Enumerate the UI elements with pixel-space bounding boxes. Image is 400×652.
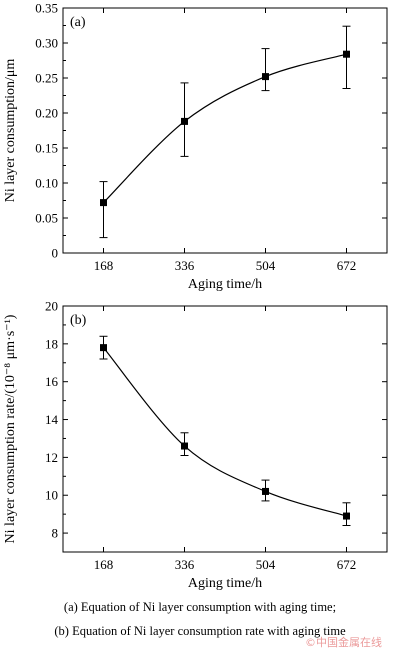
chart-a-xtick-label: 672 <box>337 258 357 273</box>
chart-a-ytick-label: 0.25 <box>35 71 58 86</box>
chart-b-xtick-label: 168 <box>94 557 114 572</box>
chart-a-data-point <box>262 73 269 81</box>
chart-b-xlabel: Aging time/h <box>188 576 262 591</box>
chart-b-fit-line <box>103 347 347 517</box>
chart-a-fit-line <box>103 53 347 204</box>
chart-b-xtick-label: 504 <box>256 557 276 572</box>
chart-b-plot-frame <box>62 305 388 553</box>
chart-a-data-point <box>343 50 350 58</box>
chart-a: 0 0.05 0.10 0.15 0.20 0.25 0.30 0.35 168 336 504 67… <box>3 1 388 292</box>
chart-b-xtick-label: 336 <box>175 557 195 572</box>
chart-b-data-point <box>100 344 107 352</box>
chart-a-plot-frame <box>62 7 388 254</box>
chart-b-panel-label: (b) <box>70 313 87 328</box>
chart-b-data-point <box>343 512 350 520</box>
chart-b-ytick-label: 12 <box>45 450 58 465</box>
chart-b: 8 10 12 14 16 18 20 168 336 504 672 (b) Aging time/h… <box>3 299 388 591</box>
chart-a-xtick-label: 168 <box>94 258 114 273</box>
chart-a-ytick-label: 0.20 <box>35 106 58 121</box>
caption-a: (a) Equation of Ni layer consumption wit… <box>63 600 337 614</box>
chart-a-panel-label: (a) <box>70 15 86 30</box>
chart-b-ylabel: Ni layer consumption rate/(10⁻⁸ μm·s⁻¹) <box>3 314 18 543</box>
chart-a-ytick-label: 0.10 <box>35 176 58 191</box>
chart-b-xtick-label: 672 <box>337 557 357 572</box>
chart-a-ytick-label: 0.35 <box>35 1 58 16</box>
chart-b-data-point <box>262 487 269 495</box>
chart-a-ylabel: Ni layer consumption/μm <box>3 59 18 203</box>
chart-a-ytick-label: 0 <box>52 246 59 261</box>
chart-a-data-point <box>100 199 107 207</box>
chart-a-ytick-label: 0.05 <box>35 211 58 226</box>
chart-a-xtick-label: 336 <box>175 258 195 273</box>
caption-b: (b) Equation of Ni layer consumption rat… <box>54 624 346 638</box>
chart-b-data-point <box>181 442 188 450</box>
chart-b-ytick-label: 14 <box>45 412 59 427</box>
chart-b-ytick-label: 16 <box>45 374 59 389</box>
chart-b-ytick-label: 10 <box>45 488 58 503</box>
chart-a-ytick-label: 0.15 <box>35 141 58 156</box>
chart-a-data-point <box>181 117 188 125</box>
chart-a-xtick-label: 504 <box>256 258 276 273</box>
chart-a-xlabel: Aging time/h <box>188 277 262 292</box>
chart-b-ytick-label: 18 <box>45 336 58 351</box>
chart-a-ytick-label: 0.30 <box>35 36 58 51</box>
watermark: ©中国金属在线 <box>305 636 382 649</box>
chart-b-ytick-label: 8 <box>52 526 59 541</box>
chart-b-ytick-label: 20 <box>45 299 58 314</box>
